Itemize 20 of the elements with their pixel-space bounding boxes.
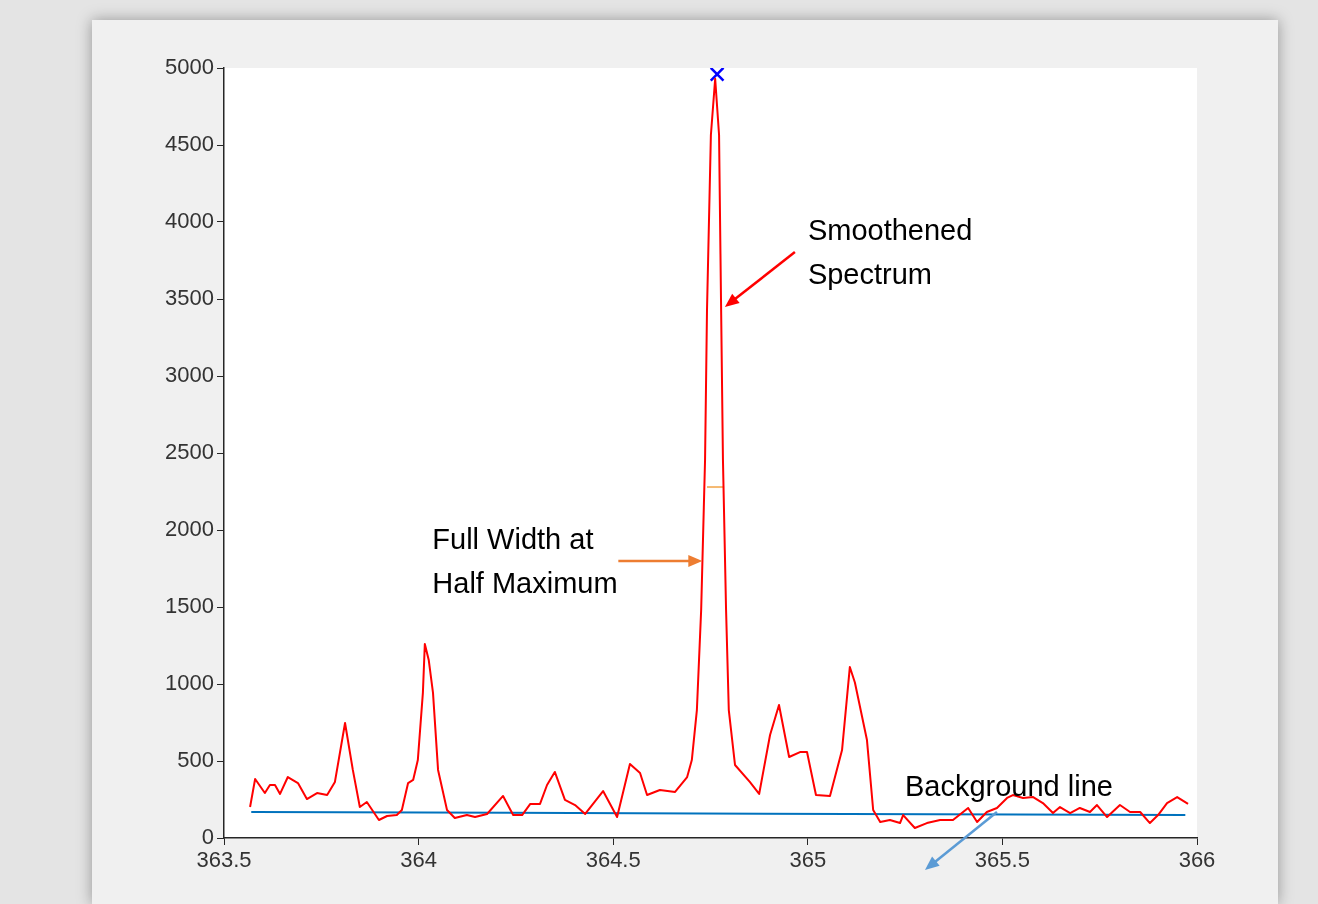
x-tick-label: 364.5 (585, 847, 641, 873)
x-tick-label: 366 (1178, 847, 1216, 873)
y-tick-label: 1000 (165, 670, 214, 696)
x-tick-label: 365.5 (974, 847, 1030, 873)
x-tick-label: 363.5 (196, 847, 252, 873)
annotation: Full Width at Half Maximum (432, 522, 618, 599)
y-tick-label: 2000 (165, 516, 214, 542)
y-tick-label: 2500 (165, 439, 214, 465)
annotation: Smoothened Spectrum (807, 214, 973, 291)
y-tick-label: 5000 (165, 54, 214, 80)
y-tick-label: 3000 (165, 362, 214, 388)
y-tick-label: 4500 (165, 131, 214, 157)
y-tick-label: 4000 (165, 208, 214, 234)
y-tick-label: 500 (177, 747, 214, 773)
annotation: Background line (904, 769, 1113, 802)
y-tick-label: 1500 (165, 593, 214, 619)
x-tick-label: 365 (789, 847, 827, 873)
y-tick-label: 3500 (165, 285, 214, 311)
x-tick-label: 364 (400, 847, 437, 873)
y-tick-label: 0 (201, 824, 214, 850)
